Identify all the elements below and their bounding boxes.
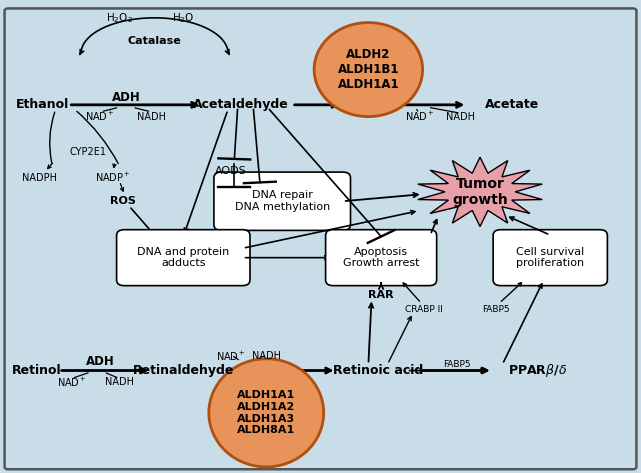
Text: NAD$^+$: NAD$^+$ (404, 110, 435, 123)
Text: DNA repair
DNA methylation: DNA repair DNA methylation (235, 191, 330, 212)
Text: AODS: AODS (215, 166, 247, 175)
Text: RAR: RAR (369, 290, 394, 300)
Text: Apoptosis
Growth arrest: Apoptosis Growth arrest (343, 247, 419, 269)
FancyBboxPatch shape (4, 9, 637, 469)
Text: NADP$^+$: NADP$^+$ (96, 171, 131, 184)
Text: Retinoic acid: Retinoic acid (333, 364, 423, 377)
Text: Acetaldehyde: Acetaldehyde (193, 98, 288, 111)
Text: PPAR$\beta$/$\delta$: PPAR$\beta$/$\delta$ (508, 362, 567, 379)
Text: ADH: ADH (112, 91, 140, 104)
Text: FABP5: FABP5 (443, 360, 470, 369)
Ellipse shape (209, 359, 324, 467)
Text: NADPH: NADPH (22, 173, 57, 183)
Text: NADH: NADH (252, 351, 281, 361)
Text: CYP2E1: CYP2E1 (69, 147, 106, 157)
Text: NAD$^+$: NAD$^+$ (85, 110, 115, 123)
FancyBboxPatch shape (117, 230, 250, 286)
Text: NADH: NADH (446, 112, 476, 122)
Text: H$_2$O: H$_2$O (172, 11, 194, 25)
Ellipse shape (314, 23, 422, 116)
Text: DNA and protein
adducts: DNA and protein adducts (137, 247, 229, 269)
FancyBboxPatch shape (326, 230, 437, 286)
Text: H$_2$O$_2$: H$_2$O$_2$ (106, 11, 133, 25)
Text: ALDH1A1
ALDH1A2
ALDH1A3
ALDH8A1: ALDH1A1 ALDH1A2 ALDH1A3 ALDH8A1 (237, 390, 296, 435)
Text: NADH: NADH (105, 377, 134, 387)
Text: NAD$^+$: NAD$^+$ (216, 350, 246, 363)
Text: ADH: ADH (86, 355, 115, 368)
Text: ROS: ROS (110, 196, 136, 206)
Text: Acetate: Acetate (485, 98, 539, 111)
Text: NAD$^+$: NAD$^+$ (56, 376, 87, 389)
Text: Cell survival
proliferation: Cell survival proliferation (516, 247, 585, 269)
Text: ALDH2
ALDH1B1
ALDH1A1: ALDH2 ALDH1B1 ALDH1A1 (338, 48, 399, 91)
Text: Retinol: Retinol (12, 364, 62, 377)
FancyBboxPatch shape (493, 230, 608, 286)
Text: Retinaldehyde: Retinaldehyde (133, 364, 234, 377)
Text: Catalase: Catalase (128, 36, 181, 46)
Polygon shape (418, 157, 542, 227)
Text: Tumor
growth: Tumor growth (452, 177, 508, 207)
Text: CRABP II: CRABP II (405, 305, 443, 314)
Text: Ethanol: Ethanol (16, 98, 69, 111)
Text: FABP5: FABP5 (482, 305, 510, 314)
FancyBboxPatch shape (214, 172, 351, 230)
Text: NADH: NADH (137, 112, 166, 122)
